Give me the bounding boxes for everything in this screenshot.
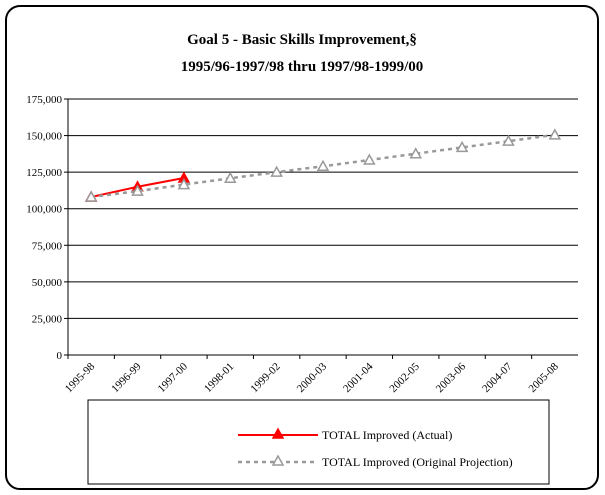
y-tick-label: 100,000 [26,204,62,216]
marker [223,171,237,184]
legend-marker [271,427,285,439]
y-tick-label: 150,000 [26,131,62,143]
frame [5,5,599,490]
y-tick-label: 125,000 [26,167,62,179]
marker [502,134,515,146]
y-tick-label: 50,000 [32,277,63,289]
y-tick-label: 75,000 [32,240,63,252]
marker [131,184,144,196]
y-tick-label: 25,000 [32,313,63,325]
legend [87,399,550,485]
chart-title: Goal 5 - Basic Skills Improvement,§ [187,32,417,48]
marker [409,147,423,159]
chart-title: 1995/96-1997/98 thru 1997/98-1999/00 [181,59,424,75]
marker [363,153,376,165]
marker [548,128,562,140]
y-tick-label: 0 [57,350,63,362]
marker [316,159,330,172]
marker [455,140,469,153]
legend-label: TOTAL Improved (Original Projection) [322,455,513,469]
marker [270,165,283,177]
legend-marker [271,454,285,466]
marker [177,178,191,190]
legend-label: TOTAL Improved (Actual) [322,428,452,442]
marker [84,190,98,202]
y-tick-label: 175,000 [26,94,62,106]
